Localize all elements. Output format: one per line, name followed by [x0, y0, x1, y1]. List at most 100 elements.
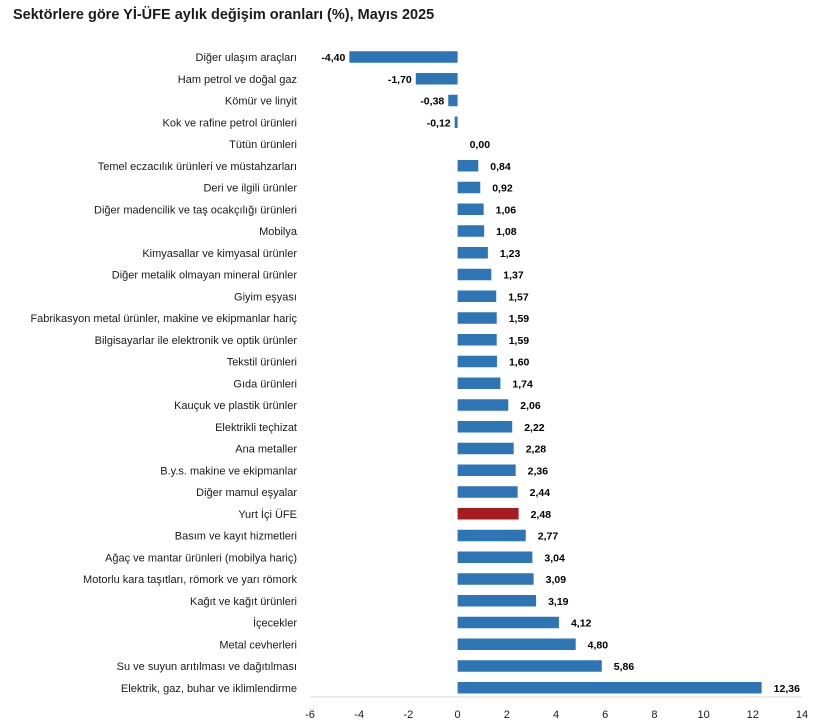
x-tick-label: 4 [553, 709, 559, 721]
category-label-17: Elektrikli teçhizat [215, 422, 297, 434]
bar-3 [454, 116, 458, 128]
value-label-18: 2,28 [526, 444, 547, 456]
value-label-9: 1,23 [500, 248, 521, 260]
value-label-12: 1,59 [509, 313, 530, 325]
category-label-25: Kağıt ve kağıt ürünleri [190, 596, 297, 608]
bar-26 [457, 616, 559, 629]
value-label-2: -0,38 [420, 96, 444, 108]
category-label-21: Yurt İçi ÜFE [238, 508, 297, 521]
value-label-15: 1,74 [512, 378, 533, 390]
category-label-28: Su ve suyun arıtılması ve dağıtılması [117, 661, 297, 673]
category-label-26: İçecekler [253, 617, 297, 630]
value-label-23: 3,04 [544, 552, 565, 564]
value-label-13: 1,59 [509, 335, 530, 347]
value-label-29: 12,36 [774, 683, 800, 695]
value-label-5: 0,84 [490, 161, 511, 173]
bar-25 [457, 595, 537, 607]
bar-8 [457, 225, 485, 237]
category-label-8: Mobilya [259, 226, 298, 238]
bar-14 [457, 355, 497, 368]
value-labels-group: -4,40 -1,70 -0,38 -0,12 0,00 0,84 0,92 1,06 1,08… [321, 52, 800, 695]
bar-22 [457, 529, 526, 542]
value-label-0: -4,40 [321, 52, 345, 64]
bar-2 [448, 94, 458, 107]
category-label-18: Ana metaller [235, 444, 297, 456]
category-label-27: Metal cevherleri [219, 639, 297, 651]
value-label-4: 0,00 [470, 139, 491, 151]
value-label-1: -1,70 [388, 74, 412, 86]
category-label-23: Ağaç ve mantar ürünleri (mobilya hariç) [105, 552, 297, 564]
x-tick-label: 6 [602, 709, 608, 721]
bar-20 [457, 486, 518, 498]
value-label-22: 2,77 [538, 531, 559, 543]
category-label-16: Kauçuk ve plastik ürünler [174, 400, 297, 412]
bar-9 [457, 247, 488, 259]
bar-15 [457, 377, 501, 389]
category-label-19: B.y.s. makine ve ekipmanlar [160, 465, 297, 477]
x-tick-label: 8 [651, 709, 657, 721]
bar-0 [349, 51, 458, 63]
bar-11 [457, 290, 497, 302]
bar-6 [457, 181, 481, 194]
bars-group [349, 51, 762, 694]
category-label-0: Diğer ulaşım araçları [196, 52, 297, 64]
bar-13 [457, 334, 497, 346]
value-label-14: 1,60 [509, 357, 530, 369]
bar-19 [457, 464, 516, 476]
value-label-17: 2,22 [524, 422, 545, 434]
category-label-6: Deri ve ilgili ürünler [203, 183, 297, 195]
category-label-7: Diğer madencilik ve taş ocakçılığı ürünl… [94, 204, 297, 216]
category-label-29: Elektrik, gaz, buhar ve iklimlendirme [121, 683, 297, 695]
x-tick-label: 2 [504, 709, 510, 721]
bar-5 [457, 160, 479, 172]
bar-12 [457, 312, 497, 324]
category-label-10: Diğer metalik olmayan mineral ürünler [112, 270, 298, 282]
category-label-11: Giyim eşyası [234, 291, 297, 303]
category-label-22: Basım ve kayıt hizmetleri [175, 531, 297, 543]
bar-29 [457, 682, 762, 694]
x-tick-label: 10 [697, 709, 709, 721]
value-label-6: 0,92 [492, 183, 513, 195]
value-label-21: 2,48 [531, 509, 552, 521]
category-label-2: Kömür ve linyit [225, 96, 297, 108]
x-tick-label: -2 [404, 709, 414, 721]
value-label-11: 1,57 [508, 291, 529, 303]
value-label-20: 2,44 [530, 487, 551, 499]
category-label-24: Motorlu kara taşıtları, römork ve yarı r… [83, 574, 297, 586]
chart-title: Sektörlere göre Yİ-ÜFE aylık değişim ora… [13, 7, 435, 23]
bar-28 [457, 660, 602, 672]
value-label-28: 5,86 [614, 661, 635, 673]
bar-7 [457, 203, 484, 215]
category-label-14: Tekstil ürünleri [227, 357, 297, 369]
value-label-10: 1,37 [503, 270, 524, 282]
category-label-12: Fabrikasyon metal ürünler, makine ve eki… [30, 313, 297, 325]
bar-1 [415, 73, 458, 85]
category-labels-group: Diğer ulaşım araçları Ham petrol ve doğal… [30, 52, 297, 695]
x-tick-label: -4 [354, 709, 364, 721]
category-label-9: Kimyasallar ve kimyasal ürünler [142, 248, 297, 260]
category-label-20: Diğer mamul eşyalar [196, 487, 297, 499]
category-label-3: Kok ve rafine petrol ürünleri [162, 117, 297, 129]
category-label-15: Gıda ürünleri [233, 378, 297, 390]
bar-18 [457, 442, 514, 455]
x-tick-label: 12 [747, 709, 759, 721]
x-tick-label: 14 [796, 709, 808, 721]
value-label-16: 2,06 [520, 400, 541, 412]
value-label-3: -0,12 [427, 117, 451, 129]
x-ticks-group: -6 -4 -2 0 2 4 6 8 10 12 14 [305, 709, 808, 721]
bar-23 [457, 551, 533, 563]
x-tick-label: 0 [455, 709, 461, 721]
value-label-27: 4,80 [588, 639, 609, 651]
category-label-5: Temel eczacılık ürünleri ve müstahzarlar… [98, 161, 297, 173]
bar-24 [457, 573, 534, 585]
bar-27 [457, 638, 576, 650]
bar-10 [457, 268, 492, 281]
value-label-8: 1,08 [496, 226, 517, 238]
value-label-7: 1,06 [496, 204, 517, 216]
bar-21 [457, 508, 519, 520]
bar-17 [457, 421, 513, 433]
value-label-19: 2,36 [528, 465, 549, 477]
bar-16 [457, 399, 509, 411]
value-label-26: 4,12 [571, 618, 592, 630]
